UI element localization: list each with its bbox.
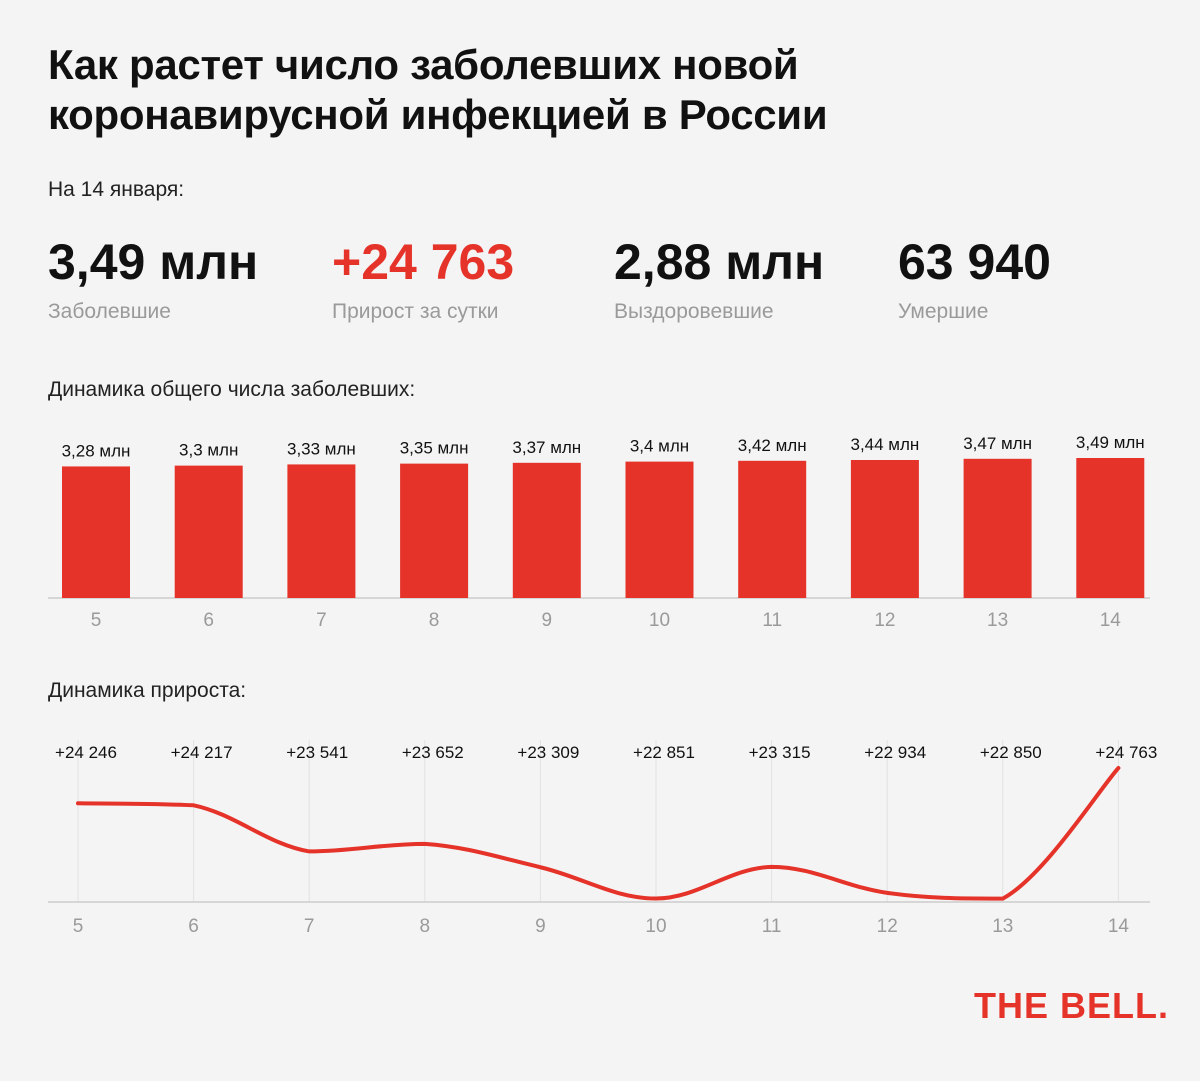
bar (400, 463, 469, 598)
line-chart: +24 246 5 +24 217 6 +23 541 7 +23 652 8 +23 309 9… (48, 740, 1157, 937)
x-tick-label: 11 (762, 916, 782, 937)
stat-cases-value: 3,49 млн (48, 234, 259, 290)
bar-data-label: 3,28 млн (62, 441, 131, 460)
stat-deaths-value: 63 940 (898, 234, 1051, 290)
bar-data-label: 3,3 млн (179, 441, 238, 460)
bar-data-label: 3,33 млн (287, 439, 356, 458)
x-tick-label: 12 (877, 916, 898, 937)
stat-deaths: 63 940 Умершие (898, 232, 1051, 324)
stat-daily-growth: +24 763 Прирост за сутки (332, 232, 514, 324)
stat-daily-growth-value: +24 763 (332, 234, 515, 290)
bar (512, 462, 581, 598)
bar (963, 458, 1032, 598)
stat-daily-growth-label: Прирост за сутки (332, 300, 499, 323)
line-data-label: +22 851 (633, 743, 695, 762)
line-data-label: +23 309 (517, 743, 579, 762)
line-data-label: +22 934 (864, 743, 926, 762)
stat-cases-label: Заболевшие (48, 300, 171, 323)
x-tick-label: 12 (874, 610, 895, 631)
x-tick-label: 5 (73, 916, 84, 937)
bar-data-label: 3,4 млн (630, 437, 689, 456)
the-bell-logo: THE BELL. (974, 985, 1169, 1026)
bar-chart-title: Динамика общего числа заболевших: (48, 378, 416, 401)
x-tick-label: 14 (1100, 610, 1122, 631)
bar-chart: 3,28 млн 5 3,3 млн 6 3,33 млн 7 3,35 млн 8 3,37 … (48, 433, 1150, 631)
growth-series-line (76, 766, 1121, 901)
line-data-label: +23 652 (402, 743, 464, 762)
x-tick-label: 6 (188, 916, 199, 937)
x-tick-label: 7 (304, 916, 315, 937)
stat-recovered-value: 2,88 млн (614, 234, 825, 290)
bar-data-label: 3,49 млн (1076, 433, 1145, 452)
x-tick-label: 8 (429, 610, 440, 631)
x-tick-label: 7 (316, 610, 327, 631)
stat-recovered-label: Выздоровевшие (614, 300, 774, 323)
stat-deaths-label: Умершие (898, 300, 989, 323)
x-tick-label: 13 (987, 610, 1008, 631)
line-chart-title: Динамика прироста: (48, 679, 247, 702)
line-data-label: +22 850 (980, 743, 1042, 762)
x-tick-label: 5 (91, 610, 102, 631)
line-data-label: +23 541 (286, 743, 348, 762)
x-tick-label: 13 (992, 916, 1013, 937)
x-tick-label: 8 (420, 916, 431, 937)
bar (738, 460, 807, 598)
stat-cases: 3,49 млн Заболевшие (48, 232, 258, 324)
x-tick-label: 11 (762, 610, 782, 631)
bar (287, 464, 356, 598)
stat-recovered: 2,88 млн Выздоровевшие (614, 232, 824, 324)
bar-data-label: 3,37 млн (512, 438, 581, 457)
bar-data-label: 3,47 млн (963, 434, 1032, 453)
chart-title: Как растет число заболевших новой корона… (48, 41, 828, 138)
line-data-label: +24 246 (55, 743, 117, 762)
bar (174, 465, 243, 598)
x-tick-label: 9 (535, 916, 546, 937)
bar (625, 461, 694, 598)
x-tick-label: 10 (649, 610, 670, 631)
line-data-label: +24 763 (1095, 743, 1157, 762)
bar (62, 466, 130, 598)
x-tick-label: 14 (1108, 916, 1130, 937)
bar-data-label: 3,35 млн (400, 439, 469, 458)
x-tick-label: 10 (645, 916, 666, 937)
bar-data-label: 3,42 млн (738, 436, 807, 455)
x-tick-label: 9 (542, 610, 553, 631)
line-data-label: +24 217 (171, 743, 233, 762)
date-label: На 14 января: (48, 178, 185, 201)
bar-data-label: 3,44 млн (850, 435, 919, 454)
bar (1076, 458, 1145, 598)
bar (850, 460, 919, 598)
line-data-label: +23 315 (749, 743, 811, 762)
x-tick-label: 6 (203, 610, 214, 631)
